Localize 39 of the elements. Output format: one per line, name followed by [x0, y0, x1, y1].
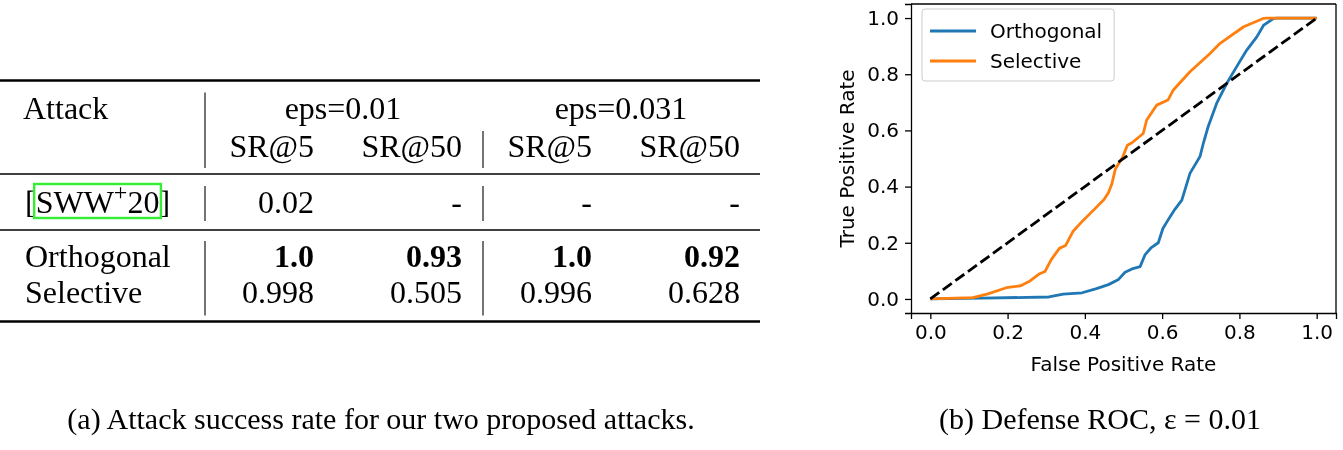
x-tick-label: 0.8 — [1224, 320, 1256, 345]
legend-label: Orthogonal — [990, 19, 1103, 43]
category-label: Selective — [25, 274, 143, 310]
category-label: Orthogonal — [25, 238, 171, 274]
x-tick-label: 0.6 — [1146, 320, 1179, 345]
category-label: SR@50 — [361, 128, 462, 164]
text: 1.0 — [274, 238, 314, 274]
text: 0.998 — [242, 274, 314, 310]
x-tick-label: 1.0 — [1301, 320, 1334, 345]
text: - — [581, 184, 592, 220]
y-axis-title: True Positive Rate — [835, 69, 859, 249]
text: eps=0.01 — [284, 90, 402, 126]
text: 0.996 — [520, 274, 592, 310]
text: 0.02 — [258, 184, 314, 220]
category-label: SR@5 — [507, 128, 592, 164]
text: 0.628 — [668, 274, 740, 310]
text: - — [451, 184, 462, 220]
legend-label: Selective — [990, 49, 1082, 73]
text: Attack — [23, 90, 109, 126]
y-tick-label: 0.8 — [867, 62, 899, 87]
text: - — [729, 184, 740, 220]
x-tick-label: 0.0 — [914, 320, 947, 345]
text: (b) Defense ROC, ε = 0.01 — [939, 402, 1261, 436]
x-axis-title: False Positive Rate — [1030, 352, 1217, 376]
text: 0.93 — [406, 238, 462, 274]
y-tick-label: 0.6 — [867, 118, 899, 143]
text: 0.92 — [684, 238, 740, 274]
category-label: SR@5 — [229, 128, 314, 164]
x-tick-label: 0.4 — [1069, 320, 1102, 345]
y-tick-label: 0.0 — [867, 286, 899, 311]
text: eps=0.031 — [554, 90, 688, 126]
text: (a) Attack success rate for our two proposed attacks. — [67, 402, 695, 436]
y-tick-label: 0.4 — [867, 174, 899, 199]
category-label: SR@50 — [639, 128, 740, 164]
y-tick-label: 1.0 — [867, 5, 899, 30]
x-tick-label: 0.2 — [992, 320, 1024, 345]
text: 1.0 — [552, 238, 592, 274]
y-tick-label: 0.2 — [867, 230, 899, 255]
text: 0.505 — [390, 274, 462, 310]
